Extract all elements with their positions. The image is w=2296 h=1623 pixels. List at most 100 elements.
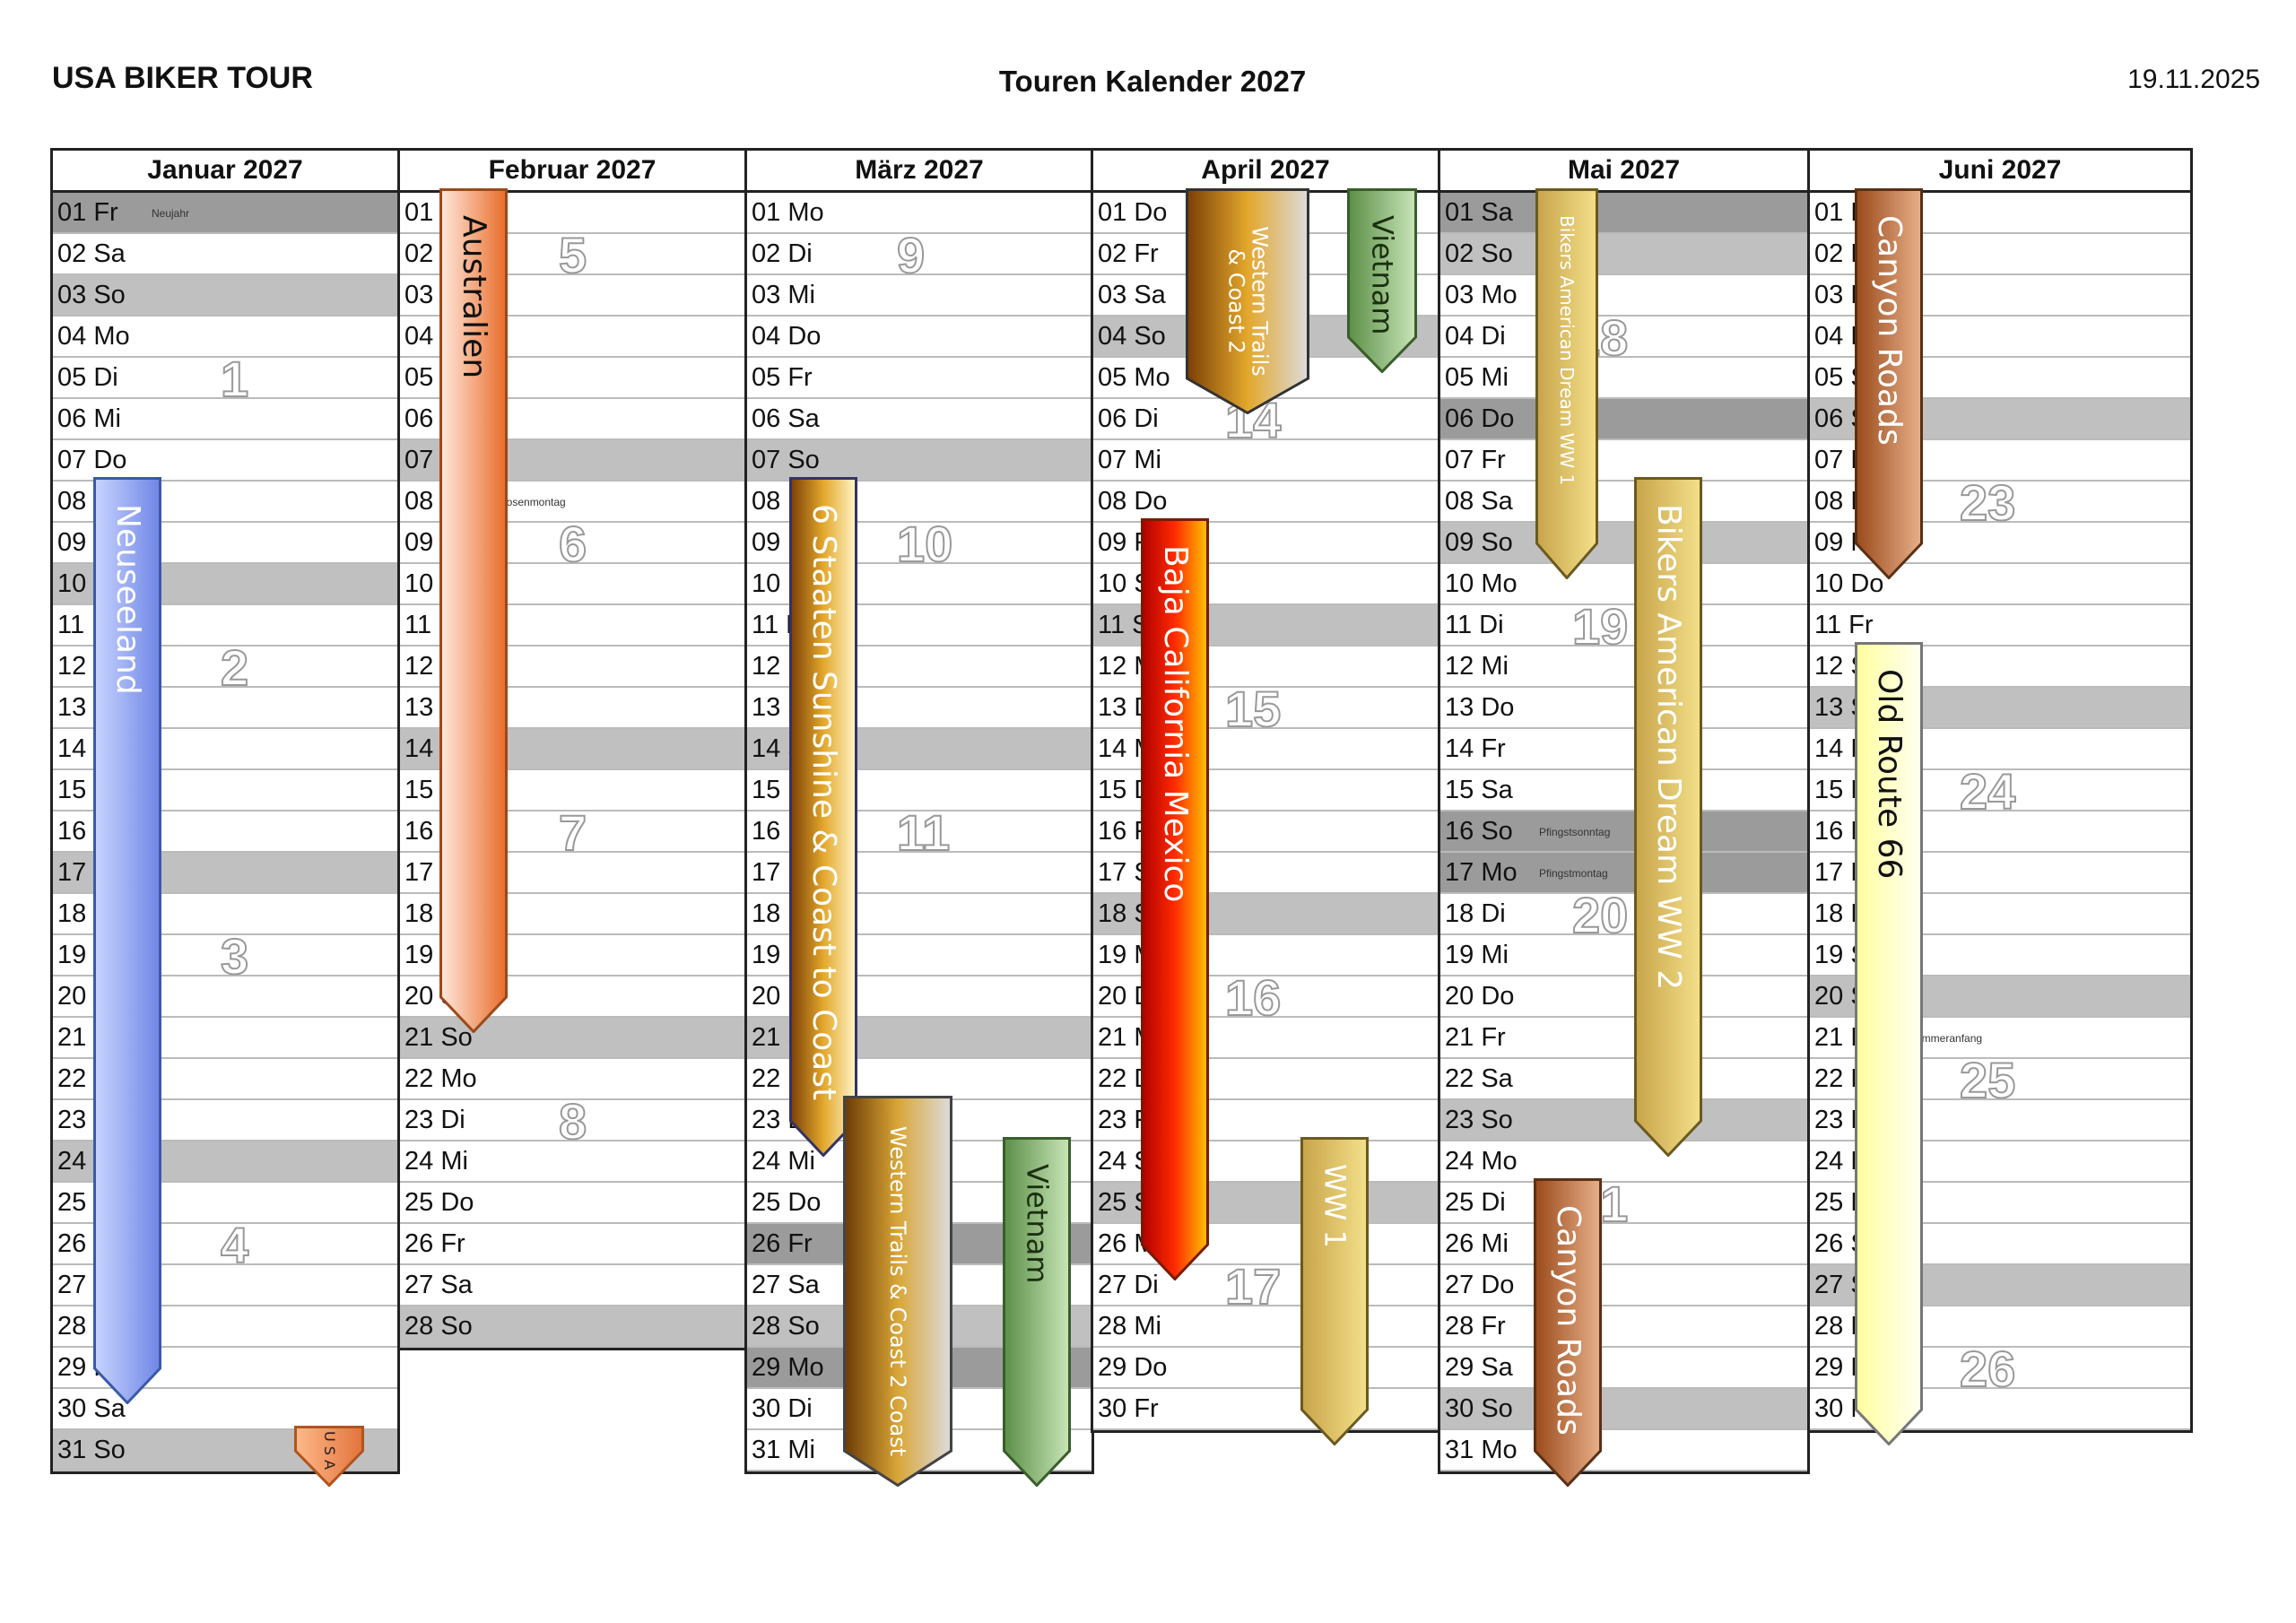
day-row[interactable]: 04 Di — [1440, 317, 1807, 358]
day-row[interactable]: 22 Mo — [400, 1059, 744, 1100]
day-row[interactable]: 21 Fr — [1440, 1018, 1807, 1059]
day-row[interactable]: 07 Fr — [1440, 440, 1807, 482]
day-row[interactable]: 27 Sa — [400, 1265, 744, 1306]
day-row[interactable]: 06 Sa — [747, 399, 1091, 440]
day-row[interactable]: 06 Mi — [53, 399, 397, 440]
day-row[interactable]: 07 Mi — [1093, 440, 1438, 482]
tour-arrow[interactable]: Canyon Roads — [1855, 188, 1923, 579]
day-row[interactable]: 03 So — [53, 275, 397, 317]
day-row[interactable]: 14 Fr — [1440, 729, 1807, 770]
day-row[interactable]: 10 Do — [1810, 564, 2190, 605]
day-label: 30 Sa — [57, 1394, 126, 1423]
day-row[interactable]: 09 SoMuttertag — [1440, 523, 1807, 564]
day-row[interactable]: 15 Sa — [1440, 770, 1807, 812]
day-row[interactable]: 05 Mi — [1440, 358, 1807, 399]
day-row[interactable]: 07 So — [747, 440, 1091, 482]
week-number: 2 — [220, 638, 249, 697]
day-row[interactable]: 01 Mo — [747, 193, 1091, 234]
day-row[interactable]: 22 Sa — [1440, 1059, 1807, 1100]
day-row[interactable]: 23 So — [1440, 1100, 1807, 1141]
day-label: 05 Di — [57, 363, 118, 392]
week-number: 26 — [1959, 1340, 2016, 1398]
day-row[interactable]: 27 Di — [1093, 1265, 1438, 1306]
tour-arrow[interactable]: 6 Staaten Sunshine & Coast to Coast — [789, 477, 857, 1157]
day-row[interactable]: 11 Fr — [1810, 605, 2190, 647]
day-row[interactable]: 16 So Pfingstsonntag — [1440, 812, 1807, 853]
week-number: 24 — [1959, 762, 2016, 820]
day-row[interactable]: 19 Mi — [1440, 935, 1807, 976]
day-row[interactable]: 06 Di — [1093, 399, 1438, 440]
tour-name: U S A — [320, 1431, 338, 1470]
day-row[interactable]: 25 Di — [1440, 1183, 1807, 1224]
day-row[interactable]: 02 Di — [747, 234, 1091, 275]
day-row[interactable]: 02 Sa — [53, 234, 397, 275]
day-row[interactable]: 29 Do — [1093, 1348, 1438, 1389]
day-row[interactable]: 30 So — [1440, 1389, 1807, 1430]
day-row[interactable]: 28 Mi — [1093, 1306, 1438, 1348]
day-row[interactable]: 28 Fr — [1440, 1306, 1807, 1348]
tour-arrow[interactable]: Western Trails & Coast 2 — [1186, 188, 1309, 414]
day-row[interactable]: 13 Do — [1440, 688, 1807, 729]
tour-arrow[interactable]: Baja California Mexico — [1141, 518, 1209, 1280]
tour-arrow[interactable]: WW 1 — [1300, 1137, 1369, 1445]
day-row[interactable]: 28 So — [400, 1306, 744, 1348]
day-row[interactable]: 30 Sa — [53, 1389, 397, 1430]
day-label: 25 Do — [752, 1188, 822, 1217]
day-row[interactable]: 25 Do — [400, 1183, 744, 1224]
day-row[interactable]: 26 Fr — [400, 1224, 744, 1265]
day-row[interactable]: 11 Di — [1440, 605, 1807, 647]
day-row[interactable]: 05 Di — [53, 358, 397, 399]
day-row[interactable]: 08 Sa — [1440, 482, 1807, 523]
tour-arrow[interactable]: U S A — [294, 1426, 364, 1487]
day-label: 21 Fr — [1445, 1023, 1506, 1052]
tour-arrow[interactable]: Australien — [439, 188, 508, 1033]
day-row[interactable]: 26 Mi — [1440, 1224, 1807, 1265]
day-label: 01 Do — [1098, 198, 1168, 227]
day-row[interactable]: 10 Mo — [1440, 564, 1807, 605]
holiday-label: Rosenmontag — [499, 496, 566, 508]
day-label: 04 Do — [752, 322, 822, 351]
day-row[interactable]: 31 Mo — [1440, 1430, 1807, 1471]
day-row[interactable]: 05 Fr — [747, 358, 1091, 399]
tour-arrow[interactable]: Canyon Roads — [1534, 1178, 1602, 1487]
day-row[interactable]: 20 Do — [1440, 976, 1807, 1018]
tour-arrow[interactable]: Old Route 66 — [1855, 642, 1923, 1445]
day-row[interactable]: 21 So — [400, 1018, 744, 1059]
day-row[interactable]: 08 Do — [1093, 482, 1438, 523]
day-label: 17 Mo — [1445, 858, 1518, 887]
day-row[interactable]: 17 Mo Pfingstmontag — [1440, 853, 1807, 894]
day-row[interactable]: 07 Do — [53, 440, 397, 482]
day-row[interactable]: 23 Di — [400, 1100, 744, 1141]
week-number: 8 — [558, 1092, 587, 1150]
day-row[interactable]: 02 So — [1440, 234, 1807, 275]
day-label: 24 Mi — [404, 1147, 468, 1176]
day-row[interactable]: 03 Mo — [1440, 275, 1807, 317]
day-label: 07 Fr — [1445, 446, 1506, 474]
day-row[interactable]: 24 Mi — [400, 1141, 744, 1183]
tour-arrow[interactable]: Vietnam — [1347, 188, 1417, 373]
day-label: 05 Mi — [1445, 363, 1509, 392]
tour-arrow[interactable]: Vietnam — [1003, 1137, 1071, 1487]
day-label: 01 Fr — [57, 198, 118, 227]
day-row[interactable]: 12 Mi — [1440, 647, 1807, 688]
day-row[interactable]: 04 Do — [747, 317, 1091, 358]
day-row[interactable]: 04 Mo — [53, 317, 397, 358]
day-row[interactable]: 03 Mi — [747, 275, 1091, 317]
day-row[interactable]: 06 Do — [1440, 399, 1807, 440]
tour-arrow[interactable]: Bikers American Dream WW 1 — [1535, 188, 1598, 579]
day-row[interactable]: 01 Sa — [1440, 193, 1807, 234]
day-row[interactable]: 24 Mo — [1440, 1141, 1807, 1183]
tour-arrow[interactable]: Neuseeland — [93, 477, 161, 1404]
tour-arrow[interactable]: Western Trails & Coast 2 Coast — [843, 1096, 952, 1487]
day-row[interactable]: 01 Fr Neujahr — [53, 193, 397, 234]
day-label: 30 So — [1445, 1394, 1513, 1423]
day-label: 28 So — [752, 1312, 820, 1341]
day-row[interactable]: 27 Do — [1440, 1265, 1807, 1306]
day-row[interactable]: 18 Di — [1440, 894, 1807, 935]
day-label: 09 So — [1445, 528, 1513, 557]
day-row[interactable]: 29 Sa — [1440, 1348, 1807, 1389]
day-label: 02 Di — [752, 239, 813, 268]
tour-arrow[interactable]: Bikers American Dream WW 2 — [1634, 477, 1702, 1157]
day-label: 06 Do — [1445, 404, 1515, 433]
day-row[interactable]: 30 Fr — [1093, 1389, 1438, 1430]
